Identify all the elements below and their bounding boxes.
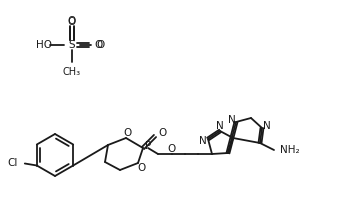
Text: O: O: [123, 128, 131, 138]
Text: CH₃: CH₃: [63, 67, 81, 77]
Text: N: N: [263, 121, 271, 131]
Text: O: O: [68, 17, 76, 27]
Text: NH₂: NH₂: [280, 145, 300, 155]
Text: Cl: Cl: [8, 159, 18, 168]
Text: HO: HO: [36, 40, 52, 50]
Text: O: O: [138, 163, 146, 173]
Text: N: N: [199, 136, 207, 146]
Text: O: O: [94, 40, 102, 50]
Text: O: O: [68, 16, 76, 26]
Text: O: O: [168, 144, 176, 154]
Text: O: O: [158, 128, 166, 138]
Text: O: O: [96, 40, 104, 50]
Text: N: N: [216, 121, 224, 131]
Text: S: S: [69, 40, 75, 50]
Text: P: P: [145, 141, 151, 151]
Text: N: N: [228, 115, 236, 125]
